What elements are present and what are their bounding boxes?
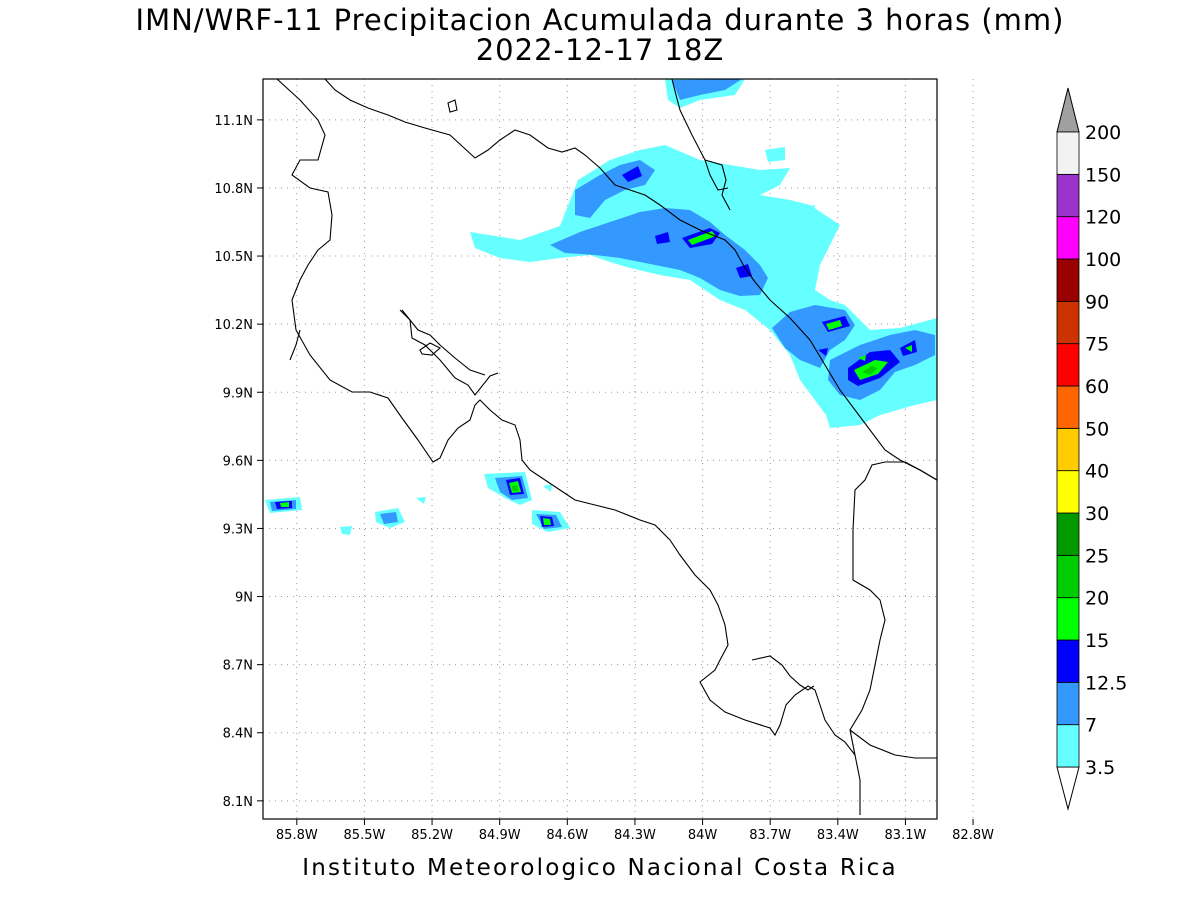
northern-border (671, 79, 729, 191)
lat-tick-label: 11.1N (214, 114, 253, 129)
lat-tick-label: 9.6N (223, 454, 253, 469)
colorbar-label: 20 (1085, 588, 1109, 610)
osa-peninsula (751, 655, 815, 691)
colorbar-label: 60 (1085, 376, 1109, 398)
lon-tick-label: 83.1W (885, 828, 927, 843)
lon-tick-label: 84W (688, 828, 718, 843)
caribbean-coast (849, 729, 937, 759)
lon-tick-label: 84.6W (546, 828, 588, 843)
lat-tick-label: 8.7N (223, 659, 253, 674)
colorbar-swatch (1056, 300, 1080, 345)
colorbar-label: 50 (1085, 418, 1109, 440)
isla-chira (419, 342, 441, 356)
lat-tick-label: 9N (235, 591, 253, 606)
colorbar-label: 30 (1085, 503, 1109, 525)
colorbar-legend: 3.5 7 12.5 15 20 25 30 40 50 60 75 90 100 120 150 200 (1056, 87, 1127, 811)
colorbar-over-triangle (1056, 87, 1080, 133)
lake-nicaragua-shore (324, 79, 937, 481)
lat-tick-label: 9.9N (223, 386, 253, 401)
colorbar-swatch (1056, 681, 1080, 726)
lat-tick-label: 8.4N (223, 727, 253, 742)
lon-tick-label: 85.8W (276, 828, 318, 843)
lon-tick-label: 83.4W (817, 828, 859, 843)
colorbar-label: 3.5 (1085, 757, 1115, 779)
lon-tick-label: 82.8W (952, 828, 994, 843)
colorbar-label: 90 (1085, 291, 1109, 313)
lat-tick-label: 10.8N (214, 182, 253, 197)
lat-tick-label: 8.1N (223, 795, 253, 810)
colorbar-label: 40 (1085, 461, 1109, 483)
chart-title: IMN/WRF-11 Precipitacion Acumulada duran… (135, 3, 1065, 37)
colorbar-swatch (1056, 554, 1080, 599)
colorbar-swatch (1056, 427, 1080, 472)
colorbar-label: 25 (1085, 545, 1109, 567)
nicoya-gulf (399, 309, 499, 396)
colorbar-swatch (1056, 131, 1080, 175)
precipitation-field (265, 79, 937, 535)
lat-tick-label: 10.2N (214, 318, 253, 333)
colorbar-swatch (1056, 173, 1080, 218)
colorbar-label: 75 (1085, 334, 1109, 356)
colorbar-swatch (1056, 639, 1080, 683)
colorbar-swatch (1056, 385, 1080, 429)
latitude-axis: 11.1N 10.8N 10.5N 10.2N 9.9N 9.6N 9.3N 9N 8.7N 8.… (214, 114, 263, 810)
lat-tick-label: 10.5N (214, 250, 253, 265)
lon-tick-label: 85.5W (344, 828, 386, 843)
colorbar-label: 150 (1085, 164, 1121, 186)
chart-subtitle-date: 2022-12-17 18Z (475, 33, 725, 67)
panama-border (849, 461, 937, 756)
map-frame (262, 78, 938, 820)
colorbar-swatch (1056, 216, 1080, 260)
colorbar-label: 15 (1085, 630, 1109, 652)
colorbar-label: 120 (1085, 207, 1121, 229)
colorbar-swatch (1056, 724, 1080, 768)
lat-tick-label: 9.3N (223, 522, 253, 537)
colorbar-swatch (1056, 258, 1080, 302)
colorbar-swatch (1056, 470, 1080, 514)
lon-tick-label: 85.2W (411, 828, 453, 843)
colorbar-swatch (1056, 343, 1080, 387)
colorbar-label: 12.5 (1085, 672, 1127, 694)
lon-tick-label: 83.7W (749, 828, 791, 843)
lon-tick-label: 84.3W (614, 828, 656, 843)
lon-tick-label: 84.9W (479, 828, 521, 843)
colorbar-swatch (1056, 512, 1080, 556)
pacific-coastline (276, 79, 861, 815)
colorbar-label: 7 (1085, 715, 1097, 737)
colorbar-label: 200 (1085, 122, 1121, 144)
coastline-borders (276, 79, 937, 815)
colorbar-swatch (1056, 597, 1080, 641)
longitude-axis: 85.8W 85.5W 85.2W 84.9W 84.6W 84.3W 84W 83.7W 83… (276, 819, 994, 843)
colorbar-label: 100 (1085, 249, 1121, 271)
colorbar-under-triangle (1056, 766, 1080, 811)
footer-credit: Instituto Meteorologico Nacional Costa R… (302, 855, 898, 881)
